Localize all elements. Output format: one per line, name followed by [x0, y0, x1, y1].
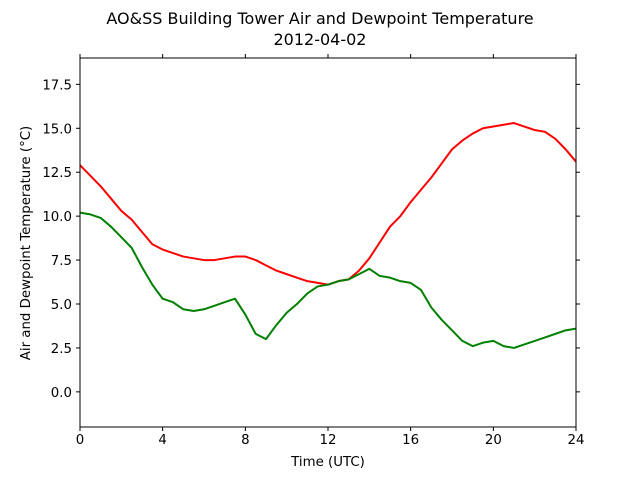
x-tick-label: 0 [76, 433, 84, 448]
x-tick-label: 12 [320, 433, 337, 448]
series-line-1 [79, 211, 577, 349]
y-axis-label: Air and Dewpoint Temperature (°C) [19, 126, 34, 360]
y-tick-label: 15.0 [42, 122, 72, 137]
plot-area: 0 4 8 12 16 20 24 0.0 2.5 5.0 7.5 10.0 12.5 15.0 17.5 [42, 54, 584, 448]
series-line-0 [79, 122, 577, 286]
chart-title: AO&SS Building Tower Air and Dewpoint Te… [106, 9, 533, 28]
y-tick-label: 10.0 [42, 210, 72, 225]
y-tick-label: 5.0 [51, 298, 72, 313]
y-tick-label: 17.5 [42, 78, 72, 93]
ticks-layer: 0 4 8 12 16 20 24 0.0 2.5 5.0 7.5 10.0 12.5 15.0 17.5 [42, 54, 584, 448]
plot-frame [79, 57, 577, 428]
y-tick-label: 2.5 [51, 342, 72, 357]
series-layer [79, 122, 577, 349]
x-axis-label: Time (UTC) [290, 455, 365, 470]
chart-subtitle: 2012-04-02 [274, 30, 367, 49]
x-tick-label: 24 [568, 433, 585, 448]
x-tick-label: 4 [158, 433, 166, 448]
y-tick-label: 7.5 [51, 254, 72, 269]
x-tick-label: 20 [485, 433, 502, 448]
y-tick-label: 0.0 [51, 386, 72, 401]
x-tick-label: 16 [402, 433, 419, 448]
y-tick-label: 12.5 [42, 166, 72, 181]
x-tick-label: 8 [241, 433, 249, 448]
